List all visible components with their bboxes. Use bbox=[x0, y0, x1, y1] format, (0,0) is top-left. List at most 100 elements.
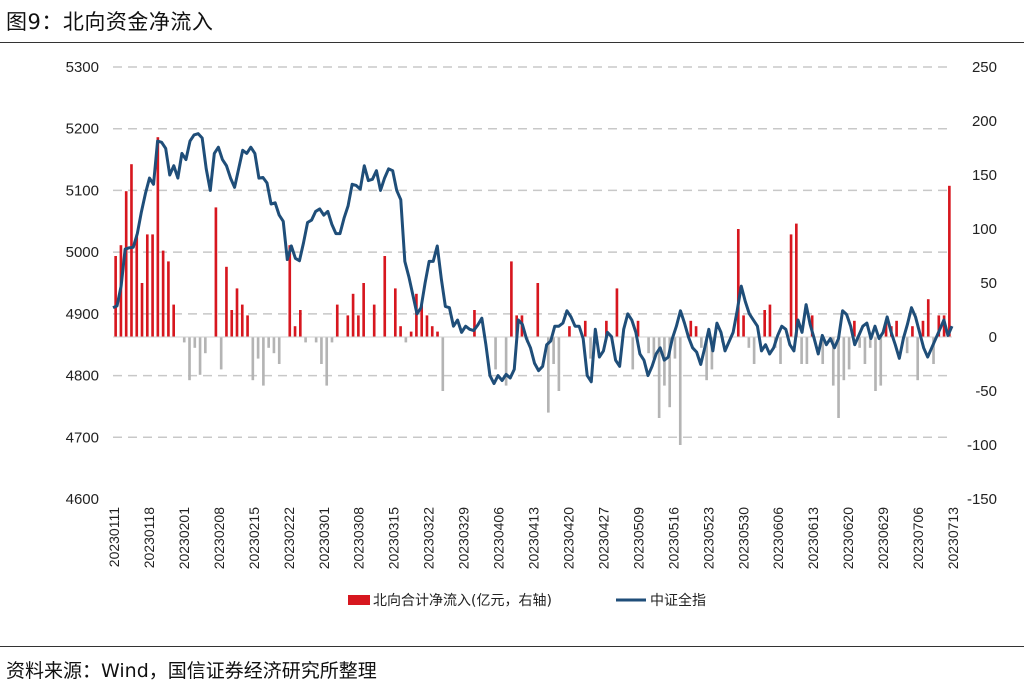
bar bbox=[188, 337, 191, 381]
bar bbox=[372, 304, 376, 337]
bar bbox=[879, 337, 883, 386]
bar bbox=[204, 337, 207, 354]
bar bbox=[742, 315, 745, 337]
x-axis-ticks: 20230111 20230118 20230201 20230208 20230215… bbox=[106, 507, 961, 570]
chart-svg: 4600 4700 4800 4900 5000 5100 5200 5300 -150 -10… bbox=[66, 59, 997, 609]
bar bbox=[504, 337, 508, 386]
bar bbox=[895, 320, 898, 337]
x-tick-label: 20230322 bbox=[421, 507, 437, 570]
bar bbox=[293, 326, 297, 337]
x-tick-label: 20230713 bbox=[945, 507, 961, 570]
bar bbox=[705, 337, 708, 381]
x-tick-label: 20230427 bbox=[595, 507, 611, 570]
bar bbox=[404, 337, 408, 343]
bar bbox=[172, 304, 175, 337]
bar bbox=[494, 337, 497, 370]
bar bbox=[779, 337, 782, 364]
x-tick-label: 20230413 bbox=[526, 507, 542, 570]
bar bbox=[795, 223, 798, 337]
right-tick-label: 200 bbox=[972, 113, 997, 130]
bar bbox=[552, 337, 555, 364]
left-tick-label: 5300 bbox=[66, 59, 99, 76]
bar bbox=[763, 310, 766, 337]
bar bbox=[868, 337, 872, 348]
right-axis-ticks: -150 -100 -50 0 50 100 150 200 250 bbox=[967, 59, 997, 508]
bar bbox=[647, 337, 650, 354]
bar bbox=[874, 337, 877, 391]
left-axis-ticks: 4600 4700 4800 4900 5000 5100 5200 5300 bbox=[66, 59, 99, 508]
x-tick-label: 20230118 bbox=[141, 507, 157, 568]
bar bbox=[473, 310, 476, 337]
bar bbox=[430, 326, 434, 337]
legend: 北向合计净流入(亿元，右轴) 中证全指 bbox=[348, 592, 706, 609]
bar bbox=[288, 245, 292, 337]
bar bbox=[362, 283, 365, 337]
title-divider bbox=[0, 42, 1024, 43]
bar bbox=[837, 337, 840, 418]
left-tick-label: 4600 bbox=[66, 491, 99, 508]
bar bbox=[932, 337, 935, 364]
bar bbox=[863, 337, 867, 364]
bar bbox=[167, 261, 170, 337]
legend-swatch-bars bbox=[348, 595, 370, 605]
bar bbox=[747, 337, 751, 348]
right-tick-label: -150 bbox=[967, 491, 997, 508]
x-tick-label: 20230201 bbox=[176, 507, 192, 570]
bar bbox=[240, 304, 244, 337]
left-tick-label: 5200 bbox=[66, 121, 99, 138]
bar bbox=[583, 320, 587, 337]
bar bbox=[251, 337, 255, 381]
x-tick-label: 20230315 bbox=[386, 507, 402, 570]
bar bbox=[225, 266, 228, 337]
bar bbox=[399, 326, 402, 337]
bar bbox=[631, 337, 635, 370]
bar bbox=[267, 337, 270, 348]
bar bbox=[441, 337, 445, 391]
bar bbox=[277, 337, 281, 364]
x-tick-label: 20230509 bbox=[630, 507, 646, 570]
bar bbox=[304, 337, 307, 343]
x-tick-label: 20230620 bbox=[840, 507, 856, 570]
x-tick-label: 20230111 bbox=[106, 507, 122, 567]
bar bbox=[853, 320, 856, 337]
bar bbox=[858, 337, 861, 348]
source-note: 资料来源：Wind，国信证券经济研究所整理 bbox=[6, 660, 377, 682]
bar bbox=[325, 337, 329, 386]
bar bbox=[652, 337, 656, 359]
bar bbox=[272, 337, 276, 354]
bar bbox=[847, 337, 851, 370]
left-tick-label: 5000 bbox=[66, 244, 99, 261]
x-tick-label: 20230301 bbox=[316, 507, 332, 570]
x-tick-label: 20230420 bbox=[560, 507, 576, 570]
bar bbox=[415, 293, 418, 337]
bar bbox=[805, 337, 809, 364]
bar bbox=[299, 310, 302, 337]
bar bbox=[547, 337, 550, 413]
bar bbox=[800, 337, 803, 364]
bar bbox=[510, 261, 513, 337]
bar bbox=[568, 326, 571, 337]
bar bbox=[926, 299, 930, 337]
right-tick-label: 0 bbox=[989, 329, 997, 346]
x-tick-label: 20230606 bbox=[770, 507, 786, 570]
bar bbox=[557, 337, 561, 391]
bar bbox=[156, 137, 160, 337]
bar bbox=[694, 326, 698, 337]
x-tick-label: 20230629 bbox=[875, 507, 891, 570]
bar bbox=[916, 337, 920, 381]
right-tick-label: 250 bbox=[972, 59, 997, 76]
bar bbox=[831, 337, 835, 386]
bar bbox=[905, 337, 909, 354]
bar bbox=[937, 315, 941, 337]
bar bbox=[678, 337, 682, 445]
bar bbox=[214, 207, 218, 337]
bar bbox=[235, 288, 239, 337]
x-tick-label: 20230222 bbox=[281, 507, 297, 570]
grid-lines bbox=[113, 66, 952, 439]
bar bbox=[198, 337, 202, 375]
x-tick-label: 20230406 bbox=[491, 507, 507, 570]
bar bbox=[768, 304, 772, 337]
legend-label-line: 中证全指 bbox=[650, 592, 706, 609]
figure-title: 图9：北向资金净流入 bbox=[6, 10, 214, 34]
x-tick-label: 20230329 bbox=[456, 507, 472, 570]
